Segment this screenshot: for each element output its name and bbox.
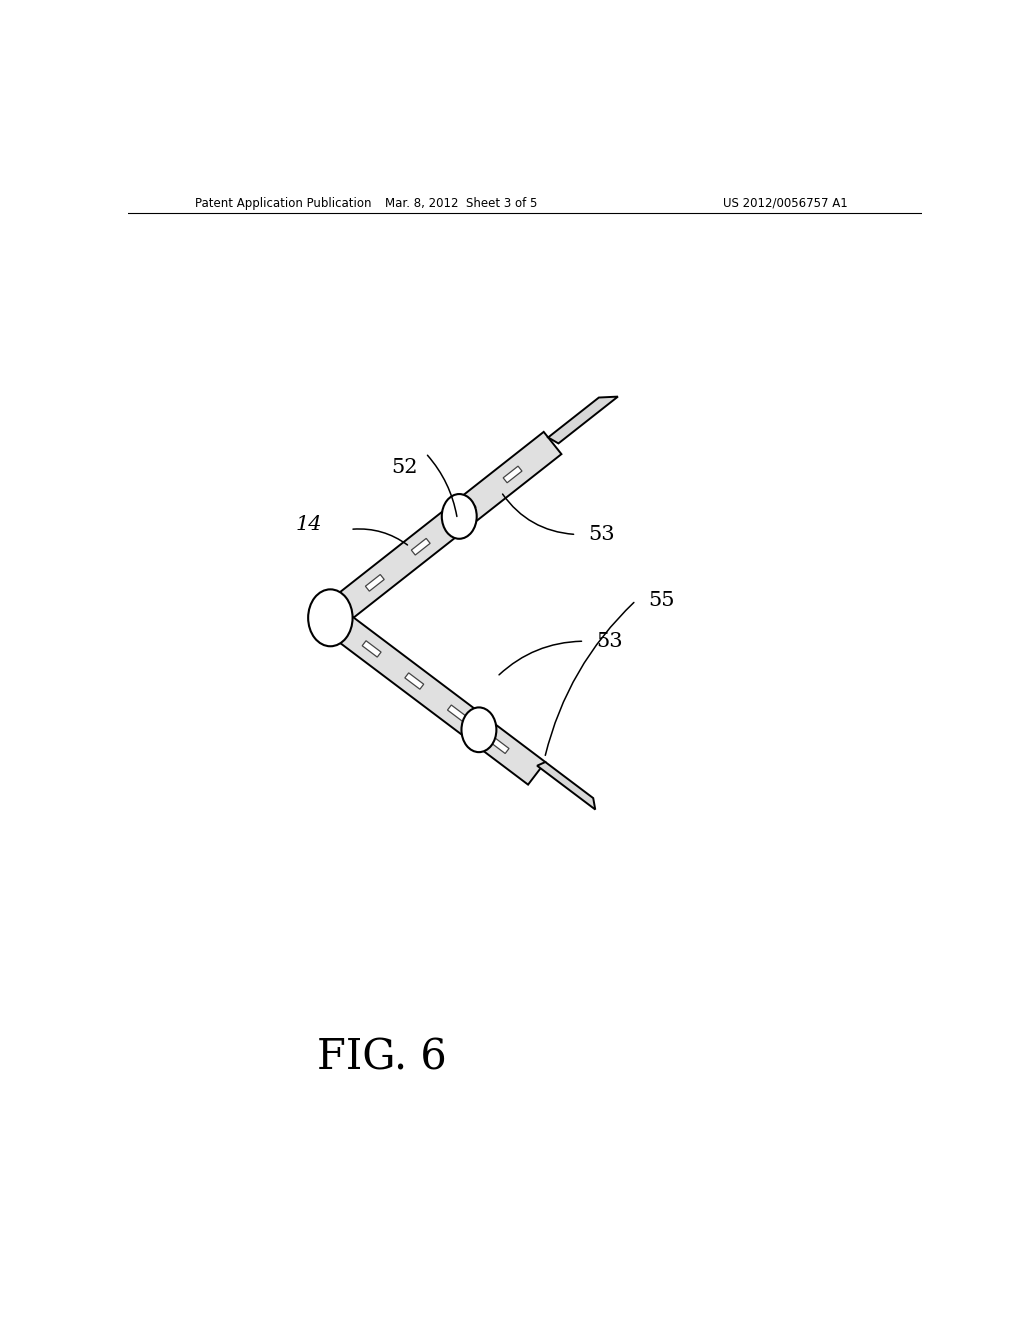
FancyArrowPatch shape <box>503 494 573 535</box>
Polygon shape <box>458 503 476 519</box>
FancyArrowPatch shape <box>499 642 582 675</box>
Polygon shape <box>366 574 384 591</box>
Circle shape <box>308 589 352 647</box>
Polygon shape <box>490 737 509 754</box>
Polygon shape <box>362 640 381 657</box>
FancyArrowPatch shape <box>353 529 408 545</box>
Text: 52: 52 <box>391 458 418 478</box>
Text: Mar. 8, 2012  Sheet 3 of 5: Mar. 8, 2012 Sheet 3 of 5 <box>385 197 538 210</box>
Text: 55: 55 <box>648 591 675 610</box>
Polygon shape <box>548 396 617 444</box>
Circle shape <box>462 708 497 752</box>
Text: 14: 14 <box>296 515 323 533</box>
FancyArrowPatch shape <box>427 455 457 516</box>
Text: FIG. 6: FIG. 6 <box>317 1038 446 1078</box>
Polygon shape <box>538 762 595 809</box>
Text: 53: 53 <box>588 525 615 544</box>
Polygon shape <box>322 606 546 784</box>
Circle shape <box>441 494 477 539</box>
Polygon shape <box>322 432 561 628</box>
Polygon shape <box>404 673 424 689</box>
Text: Patent Application Publication: Patent Application Publication <box>196 197 372 210</box>
Polygon shape <box>412 539 430 554</box>
Text: 53: 53 <box>596 632 623 651</box>
Text: US 2012/0056757 A1: US 2012/0056757 A1 <box>723 197 848 210</box>
FancyArrowPatch shape <box>546 602 634 755</box>
Polygon shape <box>447 705 466 721</box>
Polygon shape <box>503 466 522 483</box>
